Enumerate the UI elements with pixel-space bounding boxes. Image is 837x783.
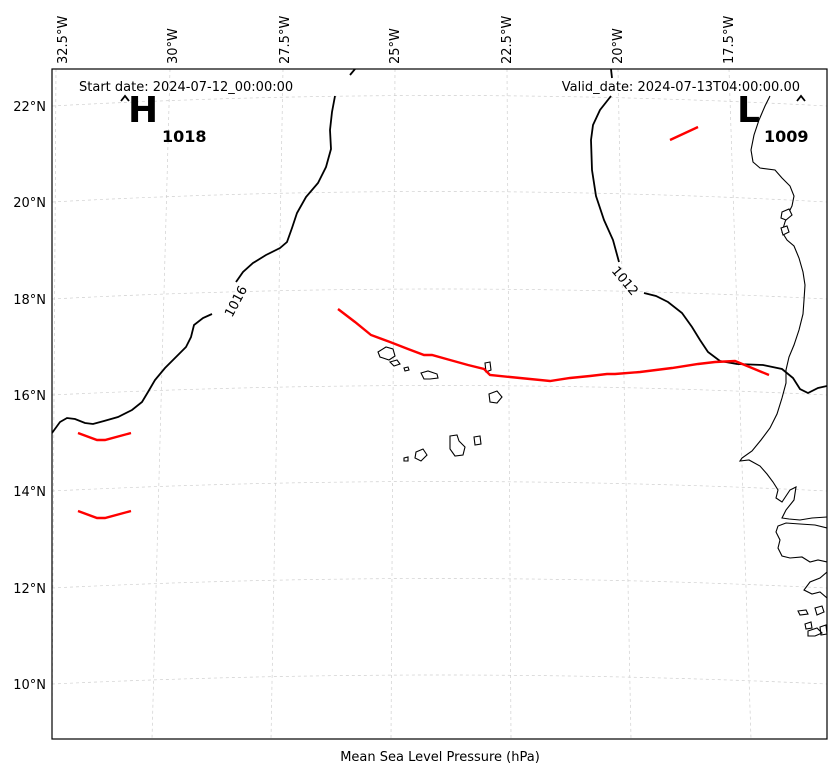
- parallel-10n: [52, 674, 827, 685]
- longitude-labels: 32.5°W 30°W 27.5°W 25°W 22.5°W 20°W 17.5…: [56, 16, 737, 64]
- west-african-coast-south: [775, 522, 827, 563]
- map-frame: [51, 68, 828, 740]
- isobar-1016-hicap: [120, 94, 130, 102]
- canary-islands: [780, 208, 793, 236]
- lat-label-12n: 12°N: [13, 582, 46, 597]
- guinea-coast: [803, 571, 827, 599]
- start-date-label: Start date: 2024-07-12_00:00:00: [79, 80, 293, 95]
- lat-label-16n: 16°N: [13, 389, 46, 404]
- high-pressure-letter: H: [128, 90, 158, 131]
- african-coastline: [738, 95, 827, 521]
- meridian-22-5w: [506, 69, 512, 739]
- contour-label-1012: 1012: [608, 264, 641, 299]
- isobar-1016-top: [349, 69, 356, 76]
- lon-label-20w: 20°W: [611, 28, 626, 64]
- trough-line-west-upper: [77, 431, 132, 442]
- high-pressure-value: 1018: [162, 127, 207, 146]
- graticule: [52, 69, 827, 739]
- isobar-1012-segment: [643, 292, 827, 395]
- map-caption: Mean Sea Level Pressure (hPa): [340, 750, 540, 765]
- contour-label-1016: 1016: [222, 284, 251, 320]
- lon-label-27-5w: 27.5°W: [278, 16, 293, 64]
- low-pressure-letter: L: [737, 90, 760, 131]
- parallel-12n: [52, 578, 827, 589]
- isobar-lowcap: [796, 94, 806, 102]
- lat-label-18n: 18°N: [13, 293, 46, 308]
- isobar-1016: [52, 313, 213, 434]
- lat-label-10n: 10°N: [13, 678, 46, 693]
- parallel-20n: [52, 191, 827, 203]
- low-pressure-value: 1009: [764, 127, 809, 146]
- meridian-17-5w: [728, 69, 752, 739]
- lon-label-30w: 30°W: [166, 28, 181, 64]
- isobar-1016-segment: [235, 95, 336, 283]
- isobar-1012: [590, 69, 620, 263]
- lon-label-25w: 25°W: [388, 28, 403, 64]
- cape-verde-islands: [377, 346, 503, 462]
- valid-date-label: Valid_date: 2024-07-13T04:00:00.00: [562, 80, 800, 95]
- lon-label-17-5w: 17.5°W: [722, 16, 737, 64]
- latitude-labels: 22°N 20°N 18°N 16°N 14°N 12°N 10°N: [13, 100, 46, 693]
- trough-line-northeast: [669, 125, 699, 142]
- meridian-32-5w: [52, 69, 57, 739]
- parallel-18n: [52, 288, 827, 300]
- lat-label-14n: 14°N: [13, 485, 46, 500]
- lat-label-20n: 20°N: [13, 196, 46, 211]
- meridian-25w: [390, 69, 396, 739]
- lon-label-22-5w: 22.5°W: [500, 16, 515, 64]
- trough-line-main: [337, 308, 770, 383]
- parallel-14n: [52, 481, 827, 492]
- bijagos-islands: [797, 605, 827, 637]
- meridian-27-5w: [270, 69, 284, 739]
- meridian-30w: [151, 69, 171, 739]
- lon-label-32-5w: 32.5°W: [56, 16, 71, 64]
- trough-line-west-lower: [77, 509, 132, 520]
- map-content: 1016 1012 H 1018 L 1009 Start date: 2024…: [52, 69, 827, 637]
- parallel-16n: [52, 385, 827, 396]
- parallel-22n: [52, 95, 827, 107]
- meridian-20w: [617, 69, 632, 739]
- lat-label-22n: 22°N: [13, 100, 46, 115]
